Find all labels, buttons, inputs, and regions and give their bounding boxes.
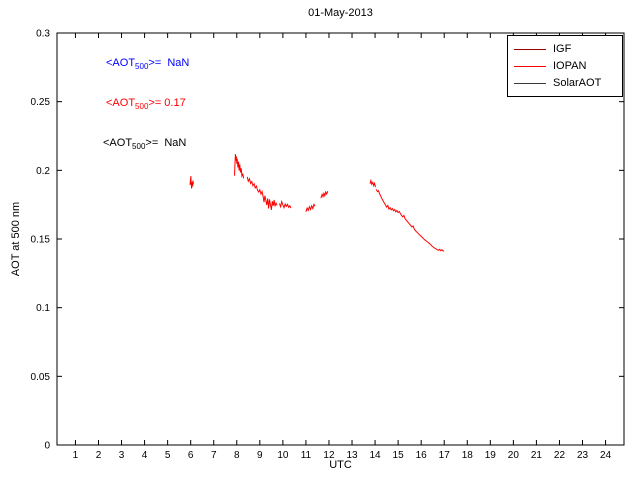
x-tick-label: 2 xyxy=(96,450,102,461)
legend-item-igf: IGF xyxy=(514,42,614,56)
x-tick-label: 16 xyxy=(416,450,428,461)
y-tick-label: 0.1 xyxy=(36,303,50,314)
annotation-text: <AOT xyxy=(106,57,136,69)
x-tick-label: 24 xyxy=(600,450,612,461)
y-tick-label: 0.3 xyxy=(36,29,50,40)
series-iopan-line xyxy=(189,176,194,189)
x-tick-label: 3 xyxy=(119,450,125,461)
x-tick-label: 11 xyxy=(301,450,312,461)
legend-label-iopan: IOPAN xyxy=(553,60,587,72)
x-tick-label: 9 xyxy=(257,450,263,461)
annotation-text: <AOT xyxy=(103,137,133,149)
x-tick-label: 5 xyxy=(165,450,171,461)
annotation-subscript: 500 xyxy=(135,62,149,72)
y-tick-label: 0.15 xyxy=(31,235,51,246)
x-tick-label: 20 xyxy=(508,450,520,461)
x-tick-label: 19 xyxy=(485,450,497,461)
x-tick-label: 13 xyxy=(346,450,358,461)
x-tick-label: 17 xyxy=(439,450,451,461)
legend: IGF IOPAN SolarAOT xyxy=(507,35,623,97)
annotation-text: >= NaN xyxy=(148,57,190,69)
legend-label-igf: IGF xyxy=(553,43,572,55)
x-axis-label: UTC xyxy=(329,459,352,471)
x-tick-label: 23 xyxy=(577,450,589,461)
annotation-mean-aot-igf: <AOT500>= NaN xyxy=(106,57,189,71)
annotation-mean-aot-solaraot: <AOT500>= NaN xyxy=(103,137,186,151)
igf-line-sample xyxy=(514,48,546,50)
annotation-text: >= NaN xyxy=(145,137,187,149)
chart-title: 01-May-2013 xyxy=(308,7,373,19)
series-iopan-line xyxy=(320,190,329,199)
y-tick-label: 0.05 xyxy=(31,372,51,383)
x-tick-label: 22 xyxy=(554,450,566,461)
x-tick-label: 21 xyxy=(531,450,543,461)
x-tick-label: 15 xyxy=(393,450,405,461)
iopan-line-sample xyxy=(514,65,546,67)
series-iopan-line xyxy=(369,178,376,188)
x-tick-label: 10 xyxy=(277,450,289,461)
x-tick-label: 12 xyxy=(323,450,335,461)
x-tick-label: 14 xyxy=(370,450,382,461)
x-tick-label: 4 xyxy=(142,450,148,461)
series-iopan-line xyxy=(234,154,245,179)
legend-label-solaraot: SolarAOT xyxy=(553,77,602,89)
legend-item-solaraot: SolarAOT xyxy=(514,76,614,90)
series-iopan-line xyxy=(375,189,445,252)
x-tick-label: 7 xyxy=(211,450,217,461)
solaraot-line-sample xyxy=(514,82,546,84)
y-axis-label: AOT at 500 nm xyxy=(10,201,22,277)
annotation-mean-aot-iopan: <AOT500>= 0.17 xyxy=(106,97,186,111)
x-tick-label: 6 xyxy=(188,450,194,461)
annotation-subscript: 500 xyxy=(132,142,146,152)
y-tick-label: 0.25 xyxy=(31,97,51,108)
series-iopan-line xyxy=(278,199,292,210)
series-iopan-line xyxy=(246,176,278,210)
x-tick-label: 18 xyxy=(462,450,474,461)
annotation-subscript: 500 xyxy=(135,102,149,112)
x-tick-label: 8 xyxy=(234,450,240,461)
y-tick-label: 0.2 xyxy=(36,166,50,177)
annotation-text: >= 0.17 xyxy=(148,97,186,109)
annotation-text: <AOT xyxy=(106,97,136,109)
series-iopan-line xyxy=(305,203,316,212)
y-tick-label: 0 xyxy=(44,441,50,452)
legend-item-iopan: IOPAN xyxy=(514,59,614,73)
x-tick-label: 1 xyxy=(73,450,79,461)
